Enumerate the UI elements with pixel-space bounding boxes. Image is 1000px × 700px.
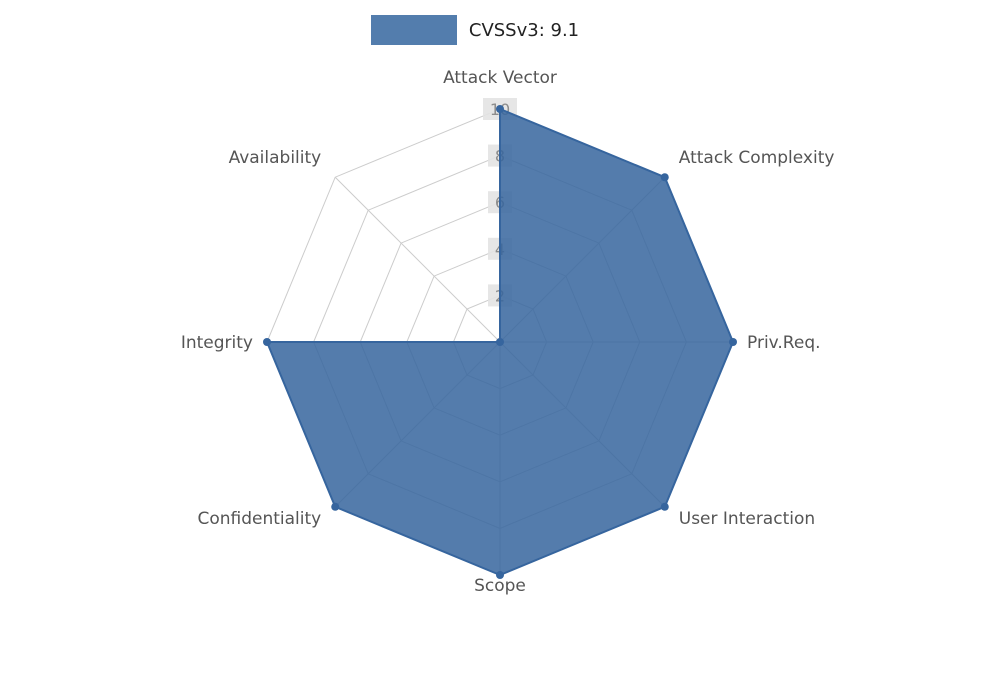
legend: CVSSv3: 9.1 [0,15,975,45]
data-point-marker [331,502,340,511]
axis-label-attack-vector: Attack Vector [443,68,557,88]
legend-label: CVSSv3: 9.1 [468,19,580,41]
axis-label-confidentiality: Confidentiality [197,509,321,529]
data-point-marker [263,338,271,346]
data-point-marker [496,571,504,579]
axis-label-user-interaction: User Interaction [679,509,815,529]
data-point-marker [496,338,504,346]
legend-swatch [370,15,457,45]
data-point-marker [660,502,669,511]
data-point-marker [496,105,504,113]
axis-label-scope: Scope [474,576,526,596]
data-point-marker [729,338,737,346]
axis-label-integrity: Integrity [181,333,253,353]
axis-label-priv-req: Priv.Req. [747,333,821,353]
axis-label-availability: Availability [229,148,322,168]
data-point-marker [660,173,669,182]
axis-label-attack-complexity: Attack Complexity [679,148,835,168]
axis-spoke [334,176,501,343]
